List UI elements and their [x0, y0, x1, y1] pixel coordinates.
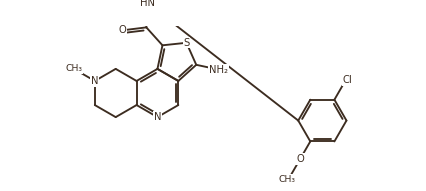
- Text: N: N: [91, 76, 98, 86]
- Text: S: S: [183, 38, 190, 48]
- Text: HN: HN: [140, 0, 155, 8]
- Text: Cl: Cl: [343, 75, 352, 85]
- Text: O: O: [296, 154, 304, 164]
- Text: O: O: [118, 25, 126, 35]
- Text: NH₂: NH₂: [209, 65, 228, 74]
- Text: CH₃: CH₃: [279, 175, 296, 184]
- Text: CH₃: CH₃: [66, 64, 83, 73]
- Text: N: N: [154, 112, 161, 122]
